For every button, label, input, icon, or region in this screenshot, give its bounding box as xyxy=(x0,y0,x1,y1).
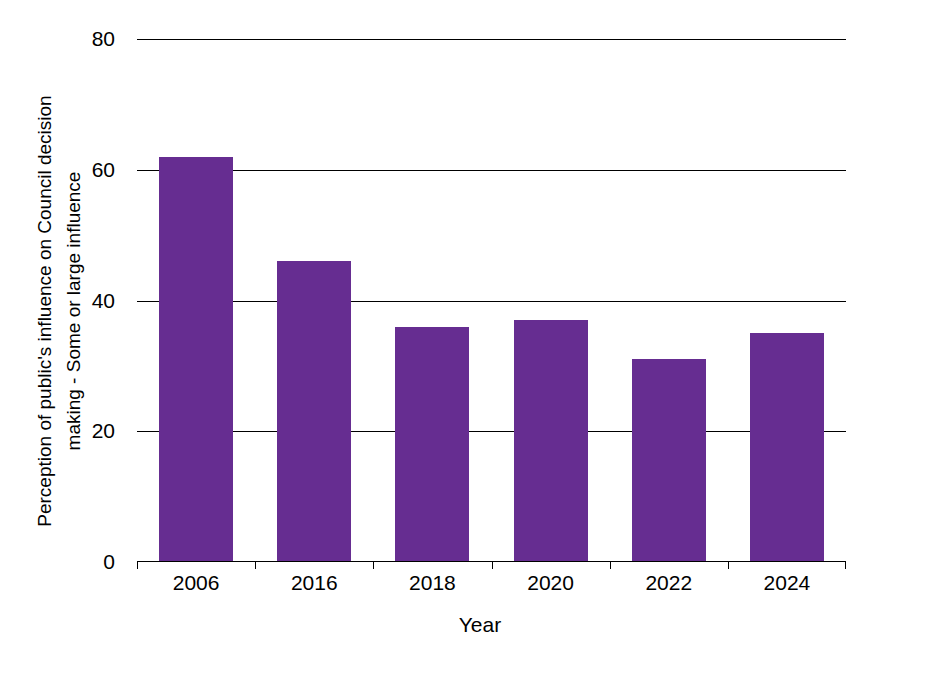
bar-2024 xyxy=(750,333,824,562)
y-tick-label-20: 20 xyxy=(45,418,115,444)
x-axis-title: Year xyxy=(137,612,823,638)
plot-area xyxy=(137,39,846,562)
x-tick-label-2018: 2018 xyxy=(373,570,491,596)
bar-2006 xyxy=(159,157,233,562)
x-tick-label-2022: 2022 xyxy=(610,570,728,596)
bar-2020 xyxy=(514,320,588,562)
bar-2018 xyxy=(395,327,469,562)
gridline-60 xyxy=(137,170,846,171)
x-axis-tick xyxy=(728,562,729,569)
x-tick-label-2024: 2024 xyxy=(728,570,846,596)
bar-chart: Perception of public's influence on Coun… xyxy=(0,0,932,676)
x-tick-label-2006: 2006 xyxy=(137,570,255,596)
gridline-80 xyxy=(137,39,846,40)
bar-2016 xyxy=(277,261,351,562)
x-axis-tick xyxy=(255,562,256,569)
x-axis-line xyxy=(137,561,846,563)
y-tick-label-40: 40 xyxy=(45,288,115,314)
x-axis-tick xyxy=(373,562,374,569)
gridline-40 xyxy=(137,301,846,302)
gridline-20 xyxy=(137,431,846,432)
x-tick-label-2016: 2016 xyxy=(255,570,373,596)
y-tick-label-0: 0 xyxy=(45,549,115,575)
y-tick-label-80: 80 xyxy=(45,26,115,52)
bar-2022 xyxy=(632,359,706,562)
x-axis-tick xyxy=(492,562,493,569)
x-axis-tick xyxy=(137,562,138,569)
x-tick-label-2020: 2020 xyxy=(492,570,610,596)
x-axis-tick xyxy=(610,562,611,569)
x-axis-tick xyxy=(845,562,846,569)
y-tick-label-60: 60 xyxy=(45,157,115,183)
